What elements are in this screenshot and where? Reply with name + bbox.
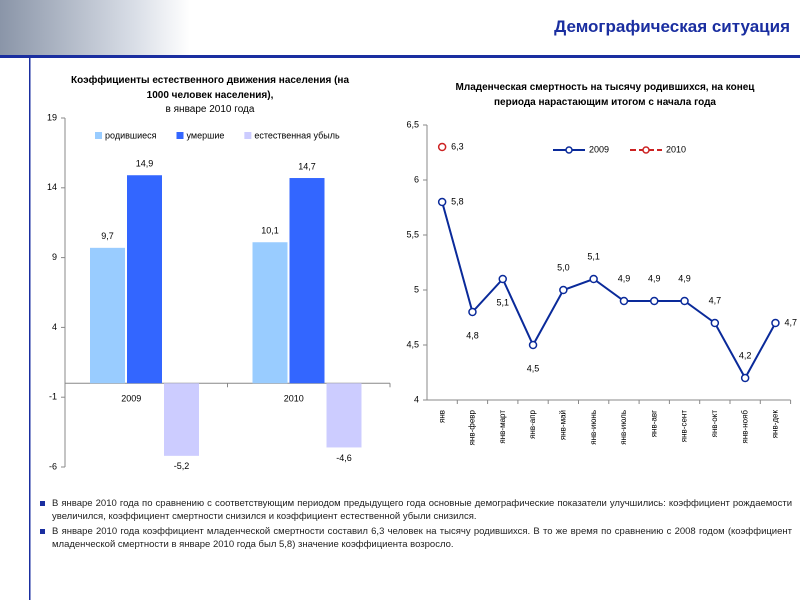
value-label: 4,5 xyxy=(527,363,540,373)
value-label: 4,7 xyxy=(709,295,722,305)
note: В январе 2010 года по сравнению с соотве… xyxy=(40,497,792,523)
y-tick-label: 6,5 xyxy=(406,119,419,129)
x-tick-label: янв xyxy=(437,410,446,423)
x-tick-label: янв-февр xyxy=(468,409,477,445)
point xyxy=(619,296,629,306)
legend-label: родившиеся xyxy=(105,130,157,140)
y-tick-label: 5 xyxy=(414,284,419,294)
x-tick-label: янв-сент xyxy=(680,410,689,443)
value-label: 4,2 xyxy=(739,350,752,360)
series-line xyxy=(441,201,777,381)
value-label: 5,1 xyxy=(587,251,600,261)
value-label: 9,7 xyxy=(101,231,114,241)
bar xyxy=(289,178,325,384)
bar xyxy=(90,247,125,384)
point xyxy=(528,340,538,350)
x-tick-label: янв-авг xyxy=(649,410,658,437)
point xyxy=(468,307,477,317)
value-label: 10,1 xyxy=(261,226,279,236)
notes: В январе 2010 года по сравнению с соотве… xyxy=(40,497,792,553)
y-tick-label: 4 xyxy=(52,322,57,332)
y-tick-label: 6 xyxy=(414,174,419,184)
note: В январе 2010 года коэффициент младенчес… xyxy=(40,525,792,551)
x-tick-label: янв-июль xyxy=(619,410,628,445)
slide-title: Демографическая ситуация xyxy=(554,17,790,36)
x-tick-label: янв-май xyxy=(558,410,567,440)
point xyxy=(771,318,780,328)
x-tick-label: янв-окт xyxy=(710,410,719,438)
point xyxy=(680,296,689,306)
legend-label: естественная убыль xyxy=(254,130,340,140)
y-tick-label: -6 xyxy=(49,461,57,471)
value-label: 4,9 xyxy=(678,273,691,283)
header-image xyxy=(0,0,190,56)
point xyxy=(437,142,447,152)
x-tick-label: янв-апр xyxy=(528,409,537,438)
legend-swatch xyxy=(95,132,102,139)
value-label: 4,8 xyxy=(466,330,479,340)
x-tick-label: янв-март xyxy=(498,410,507,444)
y-tick-label: -1 xyxy=(49,392,57,402)
chart-subtitle: в январе 2010 года xyxy=(165,104,255,115)
point xyxy=(498,274,507,284)
y-tick-label: 19 xyxy=(47,112,57,122)
value-label: 5,0 xyxy=(557,262,570,272)
bar xyxy=(326,383,362,448)
value-label: 4,9 xyxy=(648,273,661,283)
value-label: 14,7 xyxy=(298,161,316,171)
x-tick-label: 2009 xyxy=(121,394,141,404)
legend-swatch xyxy=(176,132,184,139)
point xyxy=(650,296,659,306)
point xyxy=(740,373,750,383)
point xyxy=(710,318,720,328)
legend-label: 2010 xyxy=(666,144,686,154)
legend-marker xyxy=(642,146,650,154)
bar xyxy=(164,383,199,456)
legend-label: 2009 xyxy=(589,144,609,154)
y-tick-label: 9 xyxy=(52,252,57,262)
y-tick-label: 4,5 xyxy=(406,339,419,349)
value-label: 4,9 xyxy=(618,273,631,283)
x-tick-label: янв-нояб xyxy=(740,410,749,444)
line-chart: 4 4,5 5 5,5 6 6,5 янв янв-февр янв-март янв-апр ян… xyxy=(406,119,796,445)
value-label: 14,9 xyxy=(136,159,154,169)
point xyxy=(437,197,447,207)
bar xyxy=(252,242,288,384)
y-tick-label: 4 xyxy=(414,394,419,404)
legend-marker xyxy=(565,146,573,154)
y-tick-label: 14 xyxy=(47,182,57,192)
point xyxy=(589,274,598,284)
legend-label: умершие xyxy=(187,130,225,140)
x-tick-label: янв-дек xyxy=(771,410,780,439)
bar-chart: -6 -1 4 9 14 19 2009 9,7 14,9 -5,2 2010 10,1 14,7 -4,… xyxy=(47,112,391,471)
value-label: -4,6 xyxy=(336,453,352,463)
value-label: 6,3 xyxy=(451,141,464,151)
legend-swatch xyxy=(244,132,252,139)
value-label: 4,7 xyxy=(784,317,797,327)
side-rule xyxy=(29,58,31,600)
value-label: 5,8 xyxy=(451,196,464,206)
chart-title: Коэффициенты естественного движения насе… xyxy=(70,75,350,101)
point xyxy=(559,285,568,295)
chart-title: Младенческая смертность на тысячу родивш… xyxy=(455,82,755,108)
y-tick-label: 5,5 xyxy=(406,229,419,239)
header-rule xyxy=(0,55,800,58)
bar xyxy=(127,175,162,384)
x-tick-label: янв-июнь xyxy=(589,410,598,445)
value-label: 5,1 xyxy=(496,297,509,307)
value-label: -5,2 xyxy=(174,461,190,471)
x-tick-label: 2010 xyxy=(284,394,304,404)
